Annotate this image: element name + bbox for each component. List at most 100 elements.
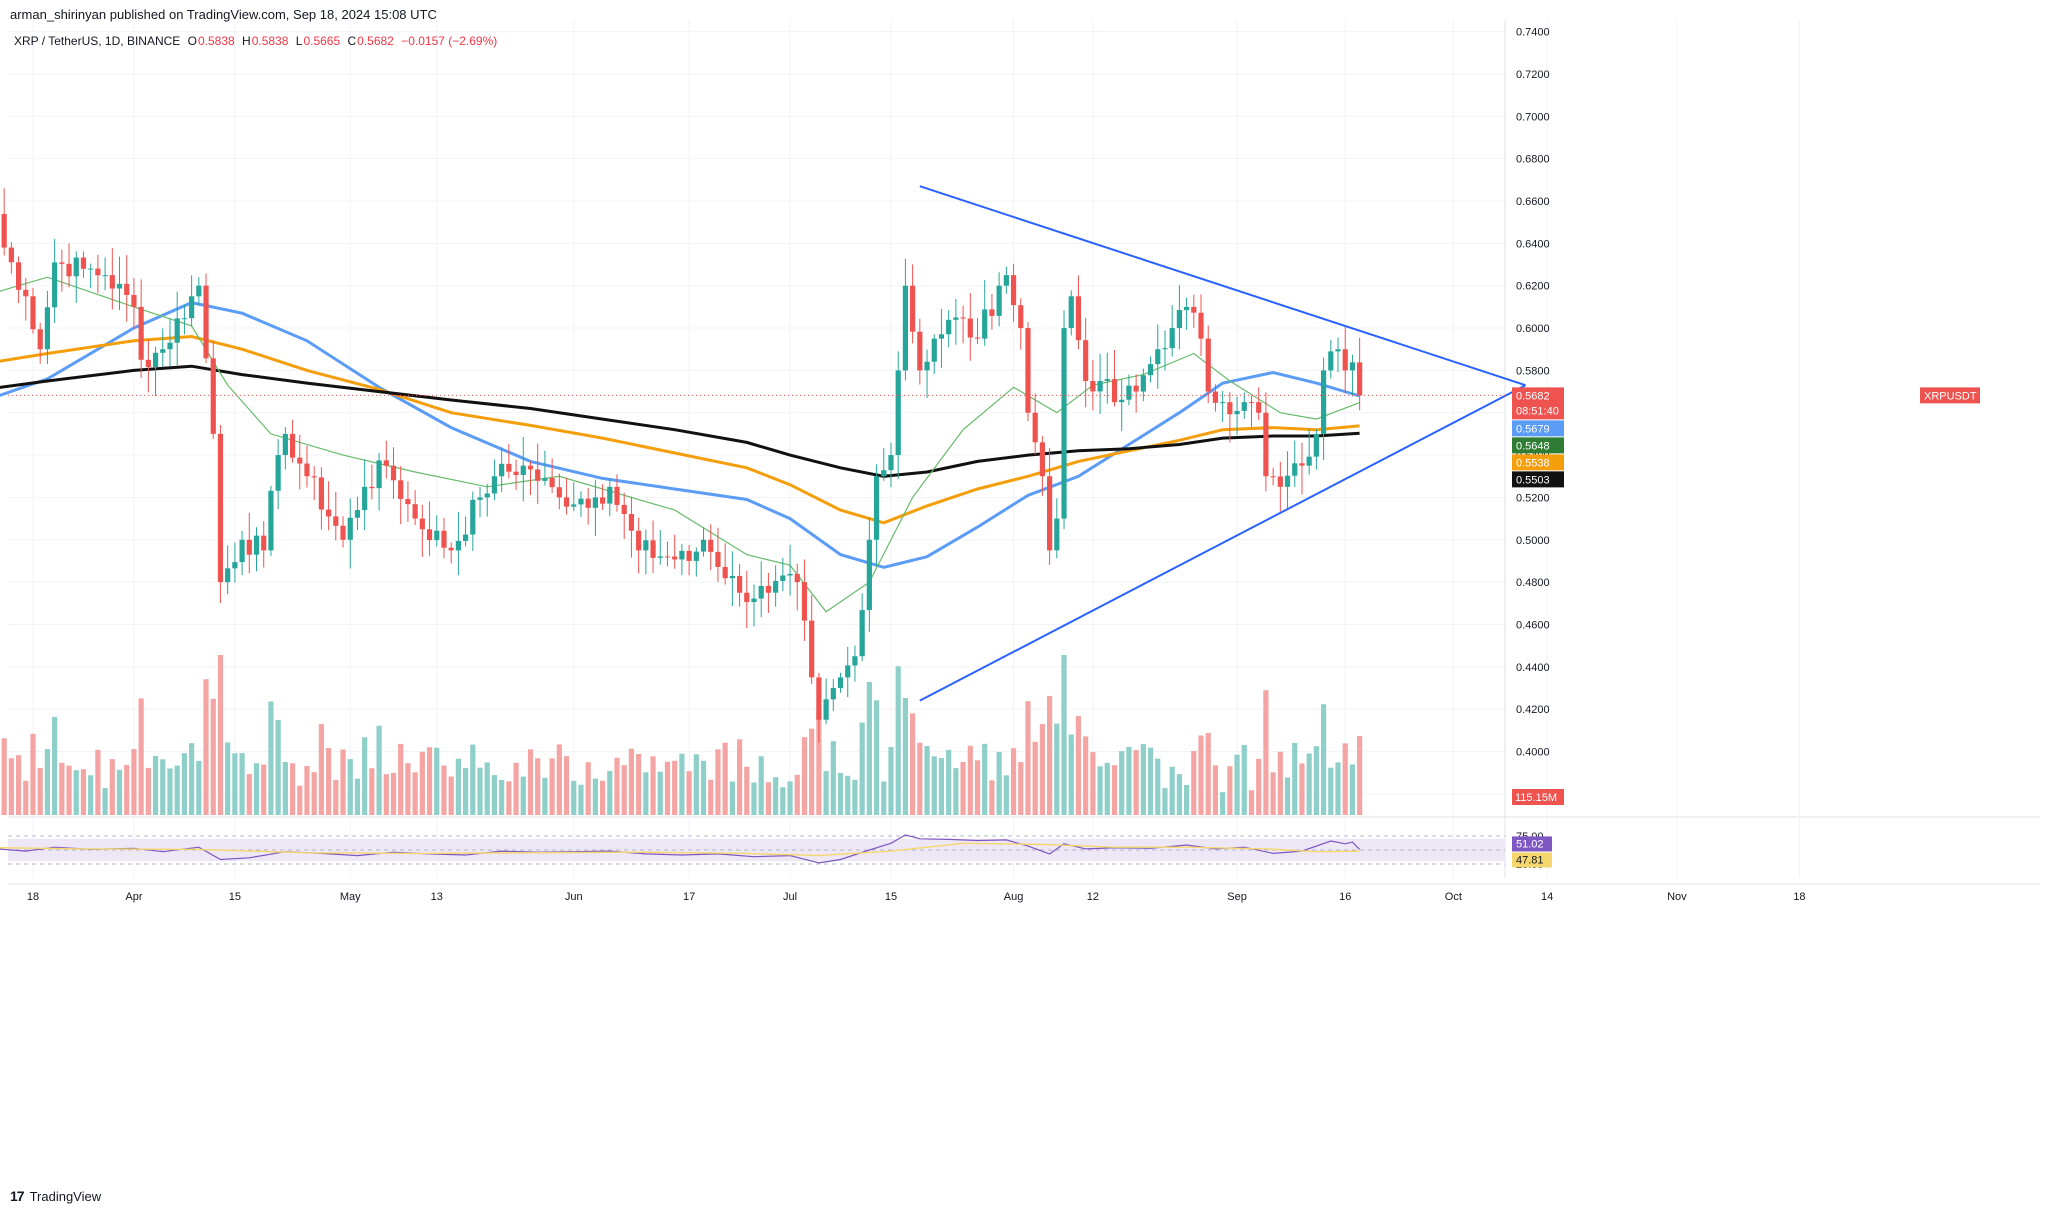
price-tick-label: 0.7000 [1516,111,1550,123]
candle-body [628,513,635,531]
ohlc-open: O0.5838 [187,34,235,48]
candle-body [895,370,901,456]
volume-bar [289,763,296,815]
volume-bar [801,737,808,815]
volume-bar [1212,765,1219,815]
candle-body [1342,349,1348,371]
volume-bar [246,774,252,815]
volume-bars [1,655,1363,815]
volume-bar [1191,750,1197,815]
candle-body [1133,385,1139,392]
volume-bar [1248,790,1255,815]
candle-body [304,463,310,477]
candle-body [1349,362,1356,371]
candle-body [1220,402,1226,404]
volume-bar [917,742,923,815]
volume-bar [326,748,332,815]
candle-body [1047,476,1053,551]
candle-body [203,285,209,359]
price-label-text: 0.5682 [1516,390,1550,402]
candle-body [888,455,894,471]
candle-body [787,573,793,576]
candle-body [124,283,130,295]
candle-body [253,535,260,555]
candle-body [441,530,447,548]
candle-body [318,477,324,510]
time-tick-label: 15 [229,891,241,903]
candle-body [967,318,973,338]
volume-bar [967,745,973,815]
candle-body [1075,296,1082,341]
candle-body [152,352,159,368]
volume-bar [974,760,981,815]
volume-bar [52,716,58,815]
volume-bar [1328,767,1334,815]
volume-bar [751,782,757,815]
candle-body [1357,362,1363,396]
volume-bar [520,776,526,815]
volume-bar [419,751,425,815]
volume-bar [1184,784,1190,815]
volume-bar [275,719,281,815]
volume-bar [809,728,815,815]
volume-bar [1075,715,1082,815]
countdown-text: 08:51:40 [1516,405,1559,417]
volume-bar [830,741,836,815]
symbol-legend[interactable]: XRP / TetherUS, 1D, BINANCE O0.5838 H0.5… [14,34,497,48]
volume-bar [1256,758,1262,815]
candle-body [700,539,707,552]
price-tick-label: 0.4200 [1516,704,1550,716]
volume-bar [946,749,952,815]
price-label-bg [1512,387,1564,420]
volume-bar [196,760,202,815]
volume-bar [1155,758,1161,815]
candle-body [275,455,281,491]
time-tick-label: 15 [885,891,897,903]
price-label-bg [1512,471,1564,488]
price-label-text: 0.5503 [1516,474,1550,486]
candle-body [650,540,656,558]
rsi-band [8,838,1505,862]
volume-bar [160,759,166,815]
candle-body [1140,375,1146,392]
volume-bar [297,785,303,815]
tradingview-logo-icon: 17 [10,1188,25,1204]
volume-bar [304,766,310,815]
volume-bar [859,722,865,815]
time-tick-label: 12 [1087,891,1099,903]
volume-bar [513,762,519,815]
candle-body [1010,275,1017,306]
triangle-trendlines[interactable] [919,185,1526,702]
candle-body [189,296,195,319]
price-label-bg [1512,454,1564,471]
volume-bar [1162,788,1168,815]
candle-body [1284,475,1291,487]
volume-bar [1292,742,1298,815]
time-axis[interactable]: 18 Apr 15 May 13 Jun 17 Jul 15 Aug 12 Sep 16 Oct 14 Nov… [27,891,1806,903]
rsi-ma-value-text: 47.81 [1516,854,1544,866]
candle-body [982,309,988,339]
candle-body [571,504,577,507]
candle-body [354,510,361,518]
candle-body [59,262,65,264]
volume-bar [145,767,151,815]
volume-bar [1306,753,1312,815]
volume-bar [30,733,36,815]
volume-bar [628,748,635,815]
volume-bar [23,780,29,815]
candle-body [643,540,649,551]
candle-body [210,358,216,434]
volume-bar [982,743,988,815]
price-tick-label: 0.6000 [1516,323,1550,335]
brand-name: TradingView [29,1188,102,1204]
volume-bar [1198,735,1204,815]
volume-bar [455,758,461,815]
volume-bar [693,754,699,815]
volume-bar [88,775,94,815]
candle-body [672,556,678,560]
candle-body [1126,385,1132,400]
tradingview-brand[interactable]: 17 TradingView [10,1188,101,1204]
candle-body [917,331,923,371]
candle-body [1104,379,1110,381]
